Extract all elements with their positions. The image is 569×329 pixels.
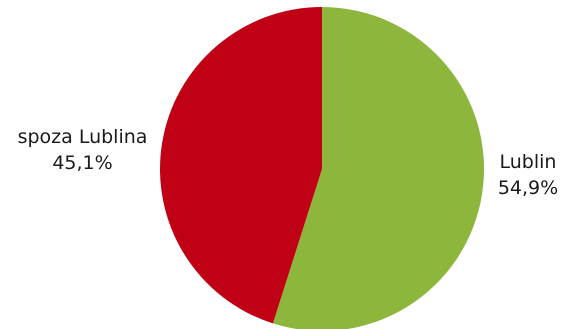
pie-slice-lublin (272, 7, 485, 329)
pie-slices (160, 7, 485, 329)
slice-value-lublin: 54,9% (497, 177, 559, 199)
slice-label-lublin: Lublin 54,9% (488, 149, 568, 201)
slice-name-spoza-lublina: spoza Lublina (17, 126, 148, 148)
slice-label-spoza-lublina: spoza Lublina 45,1% (0, 124, 165, 176)
slice-value-spoza-lublina: 45,1% (52, 152, 113, 174)
pie-slice-spoza-lublina (160, 7, 322, 324)
slice-name-lublin: Lublin (499, 151, 557, 173)
